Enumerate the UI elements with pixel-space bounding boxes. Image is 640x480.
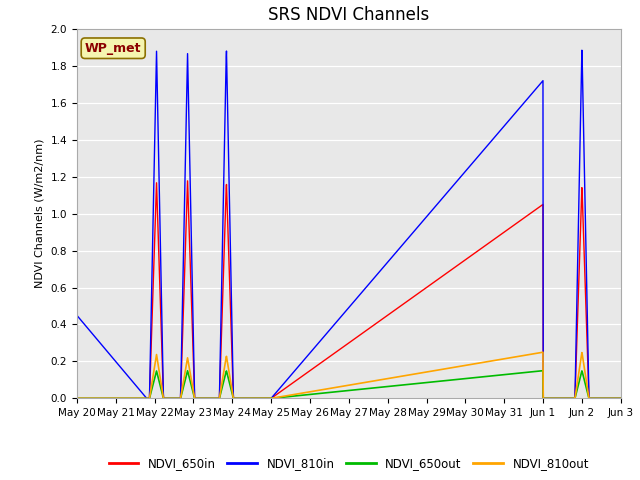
Text: WP_met: WP_met xyxy=(85,42,141,55)
Title: SRS NDVI Channels: SRS NDVI Channels xyxy=(268,6,429,24)
Legend: NDVI_650in, NDVI_810in, NDVI_650out, NDVI_810out: NDVI_650in, NDVI_810in, NDVI_650out, NDV… xyxy=(104,452,594,475)
Y-axis label: NDVI Channels (W/m2/nm): NDVI Channels (W/m2/nm) xyxy=(35,139,45,288)
